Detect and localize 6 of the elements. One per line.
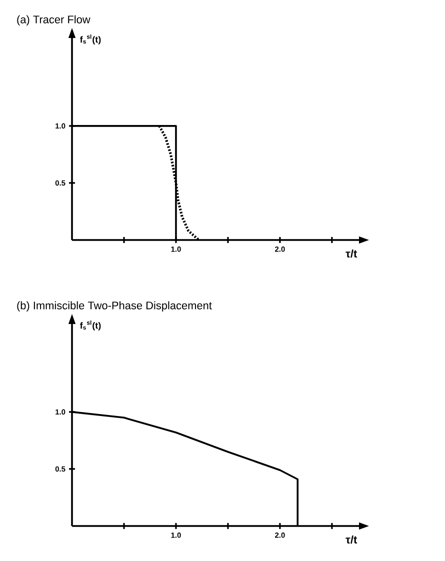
chart-title: (b) Immiscible Two-Phase Displacement [17, 301, 212, 312]
y-axis-title: f$_{s}$$^{sl}$(t) [80, 320, 101, 330]
x-axis-title: τ/t [346, 249, 358, 258]
y-axis-title: f$_{s}$$^{sl}$(t) [80, 34, 101, 44]
x-axis-title: τ/t [346, 536, 358, 544]
chart-title: (a) Tracer Flow [17, 15, 90, 26]
